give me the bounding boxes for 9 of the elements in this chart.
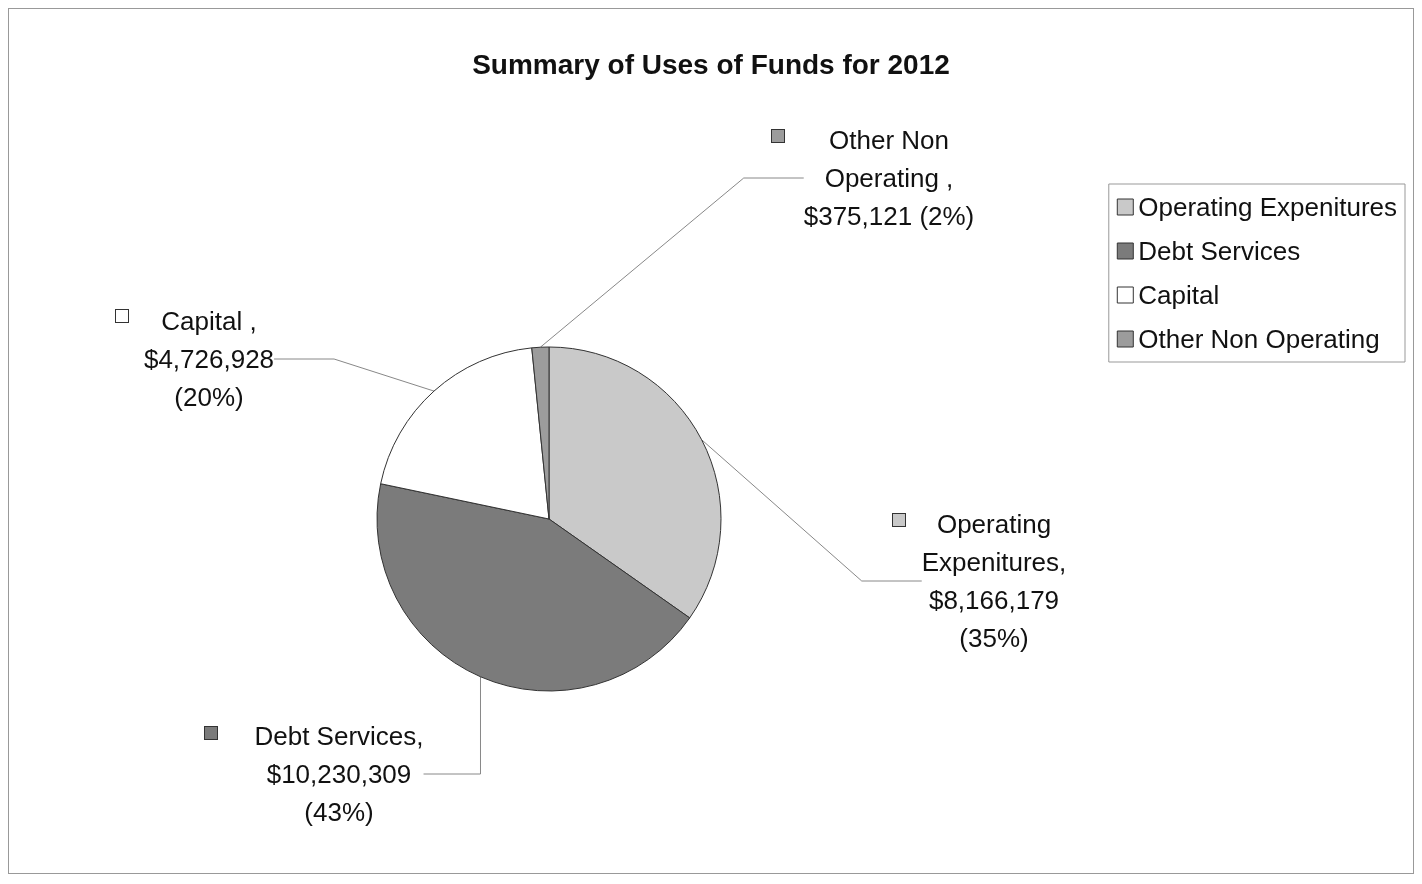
legend-label: Debt Services: [1138, 236, 1301, 266]
data-label: Capital , $4,726,928 (20%): [143, 306, 275, 412]
legend-label: Capital: [1138, 280, 1220, 310]
data-label: Other Non Operating , $375,121 (2%): [803, 125, 975, 231]
data-label: Debt Services, $10,230,309 (43%): [254, 721, 424, 827]
legend-label: Other Non Operating: [1138, 324, 1380, 354]
chart-title: Summary of Uses of Funds for 2012: [472, 48, 950, 80]
legend-label: Operating Expenitures: [1138, 192, 1398, 222]
data-label: Operating Expenitures, $8,166,179 (35%): [921, 509, 1067, 653]
